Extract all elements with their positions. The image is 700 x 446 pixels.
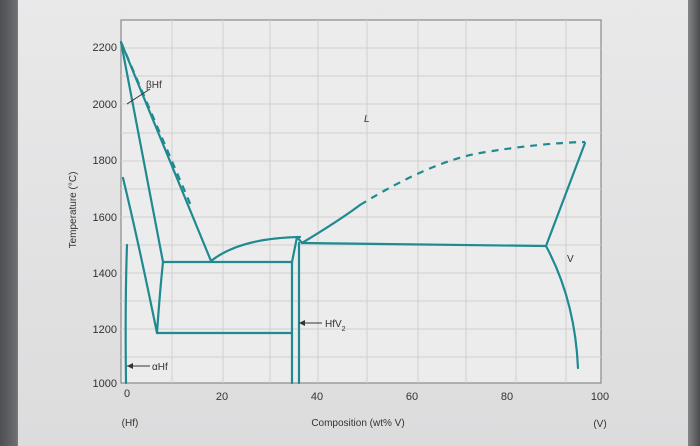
y-tick-2000: 2000 (93, 99, 117, 111)
y-tick-labels: 2200 2000 1800 1600 1400 1200 1000 (93, 42, 117, 390)
y-axis-title: Temperature (°C) (68, 172, 79, 249)
y-tick-1400: 1400 (93, 268, 117, 280)
y-tick-1800: 1800 (93, 155, 117, 167)
beta-transus-right (155, 260, 165, 335)
estimated-boundaries (119, 41, 586, 209)
peritectic-line (300, 241, 548, 248)
phase-label-v: V (567, 254, 574, 265)
phase-label-hfv2: HfV2 (325, 319, 346, 333)
liquidus-right-solid (300, 203, 362, 245)
hfv2-peak (290, 235, 304, 264)
y-tick-1000: 1000 (93, 378, 117, 390)
beta-transus-left (121, 176, 159, 335)
x-tick-100: 100 (591, 391, 609, 403)
x-tick-0: 0 (124, 388, 130, 400)
y-tick-1200: 1200 (93, 324, 117, 336)
plot-frame (120, 19, 602, 384)
x-axis-right-end: (V) (593, 419, 606, 430)
x-tick-40: 40 (311, 391, 323, 403)
x-tick-80: 80 (501, 391, 513, 403)
vertical-gridlines (171, 20, 567, 383)
beta-hf-pointer (126, 88, 151, 105)
x-axis-left-end: (Hf) (122, 418, 139, 429)
dashed-liquidus-left (119, 41, 194, 209)
phase-label-beta-hf: βHf (146, 80, 162, 91)
alpha-boundary (124, 243, 129, 385)
pointer-arrowheads (127, 320, 305, 369)
phase-label-liquid: L (364, 114, 370, 125)
v-solvus (544, 244, 580, 370)
beta-solidus (119, 40, 165, 264)
dashed-liquidus-right (359, 140, 586, 206)
x-axis-title: Composition (wt% V) (311, 418, 404, 429)
x-tick-60: 60 (406, 391, 418, 403)
y-tick-2200: 2200 (93, 42, 117, 54)
y-tick-1600: 1600 (93, 212, 117, 224)
phase-boundaries (119, 40, 587, 385)
x-tick-labels: 0 20 40 60 80 100 (124, 388, 609, 403)
horizontal-gridlines (121, 47, 601, 358)
liquidus-dome (209, 235, 302, 263)
x-tick-20: 20 (216, 391, 228, 403)
v-liquidus (544, 141, 587, 248)
phase-label-alpha-hf: αHf (152, 362, 168, 373)
